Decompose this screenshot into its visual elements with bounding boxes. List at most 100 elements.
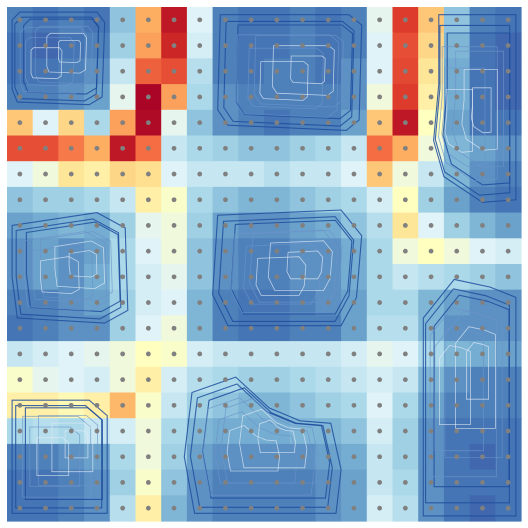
contour-line xyxy=(11,399,108,514)
grid-marker-dot xyxy=(223,377,228,383)
grid-marker-dot xyxy=(17,94,23,100)
grid-marker-dot xyxy=(120,197,126,203)
grid-marker-dot xyxy=(454,94,460,100)
grid-marker-dot xyxy=(351,17,357,23)
grid-marker-dot xyxy=(351,248,357,254)
grid-marker-dot xyxy=(325,17,331,23)
grid-marker-dot xyxy=(274,402,280,408)
grid-marker-dot xyxy=(248,428,254,434)
grid-marker-dot xyxy=(145,120,151,126)
contour-line xyxy=(29,426,81,487)
grid-marker-dot xyxy=(248,505,254,511)
grid-marker-dot xyxy=(120,17,126,23)
grid-marker-dot xyxy=(43,300,48,305)
grid-marker-dot xyxy=(300,325,305,331)
contour-line xyxy=(14,16,100,102)
grid-marker-dot xyxy=(480,505,485,511)
grid-marker-dot xyxy=(248,43,254,48)
grid-marker-dot xyxy=(480,223,485,228)
grid-marker-dot xyxy=(505,351,511,357)
grid-marker-dot xyxy=(300,274,305,280)
grid-marker-dot xyxy=(17,197,23,203)
grid-marker-dot xyxy=(145,197,151,203)
grid-marker-dot xyxy=(120,454,126,460)
grid-marker-dot xyxy=(120,171,126,177)
grid-marker-dot xyxy=(120,377,126,383)
grid-marker-dot xyxy=(402,197,408,203)
grid-marker-dot xyxy=(325,377,331,383)
contour-line xyxy=(58,40,82,64)
grid-marker-dot xyxy=(171,428,177,434)
grid-marker-dot xyxy=(300,480,305,485)
grid-marker-dot xyxy=(248,351,254,357)
grid-marker-dot xyxy=(94,94,100,100)
grid-marker-dot xyxy=(145,171,151,177)
grid-marker-dot xyxy=(274,274,280,280)
grid-marker-dot xyxy=(325,402,331,408)
grid-marker-dot xyxy=(94,223,100,228)
grid-marker-dot xyxy=(17,248,23,254)
grid-marker-dot xyxy=(454,145,460,151)
grid-marker-dot xyxy=(402,402,408,408)
grid-marker-dot xyxy=(274,454,280,460)
grid-marker-dot xyxy=(43,120,48,126)
grid-marker-dot xyxy=(428,274,434,280)
grid-marker-dot xyxy=(454,480,460,485)
contour-line xyxy=(54,240,106,290)
grid-marker-dot xyxy=(402,120,408,126)
grid-marker-dot xyxy=(248,274,254,280)
grid-marker-dot xyxy=(171,300,177,305)
grid-marker-dot xyxy=(145,351,151,357)
grid-marker-dot xyxy=(300,43,305,48)
contour-line xyxy=(51,422,94,473)
grid-marker-dot xyxy=(248,325,254,331)
grid-marker-dot xyxy=(223,505,228,511)
grid-marker-dot xyxy=(300,402,305,408)
grid-marker-dot xyxy=(145,17,151,23)
grid-marker-dot xyxy=(274,325,280,331)
grid-marker-dot xyxy=(43,248,48,254)
grid-marker-dot xyxy=(454,120,460,126)
contour-line xyxy=(223,20,355,127)
contour-overlays xyxy=(11,11,517,517)
grid-marker-dot xyxy=(197,17,203,23)
grid-marker-dot xyxy=(145,428,151,434)
grid-marker-dot xyxy=(171,377,177,383)
grid-marker-dot xyxy=(17,377,23,383)
grid-marker-dot xyxy=(94,43,100,48)
grid-marker-dot xyxy=(428,171,434,177)
grid-marker-dot xyxy=(145,223,151,228)
grid-marker-dot xyxy=(480,300,485,305)
grid-marker-dot xyxy=(68,17,74,23)
grid-marker-dot xyxy=(428,248,434,254)
grid-marker-dot xyxy=(43,325,48,331)
contour-line xyxy=(189,383,333,508)
grid-marker-dot xyxy=(223,197,228,203)
grid-marker-dot xyxy=(505,248,511,254)
grid-marker-dot xyxy=(454,223,460,228)
grid-marker-dot xyxy=(325,68,331,74)
grid-marker-dot xyxy=(197,274,203,280)
grid-marker-dot xyxy=(325,120,331,126)
grid-marker-dot xyxy=(171,402,177,408)
contour-line xyxy=(34,25,94,85)
grid-marker-dot xyxy=(171,274,177,280)
grid-marker-dot xyxy=(17,402,23,408)
grid-marker-dot xyxy=(505,402,511,408)
grid-marker-dot xyxy=(248,145,254,151)
grid-marker-dot xyxy=(248,68,254,74)
grid-marker-dot xyxy=(68,120,74,126)
contour-line xyxy=(235,34,340,118)
grid-marker-dot xyxy=(68,377,74,383)
grid-marker-dot xyxy=(17,428,23,434)
grid-marker-dot xyxy=(223,248,228,254)
contour-line xyxy=(40,256,80,295)
grid-marker-dot xyxy=(248,377,254,383)
contour-line xyxy=(429,307,497,478)
grid-marker-dot xyxy=(402,377,408,383)
grid-marker-dot xyxy=(325,325,331,331)
grid-marker-dot xyxy=(43,454,48,460)
grid-marker-dot xyxy=(17,351,23,357)
grid-marker-dot xyxy=(274,145,280,151)
